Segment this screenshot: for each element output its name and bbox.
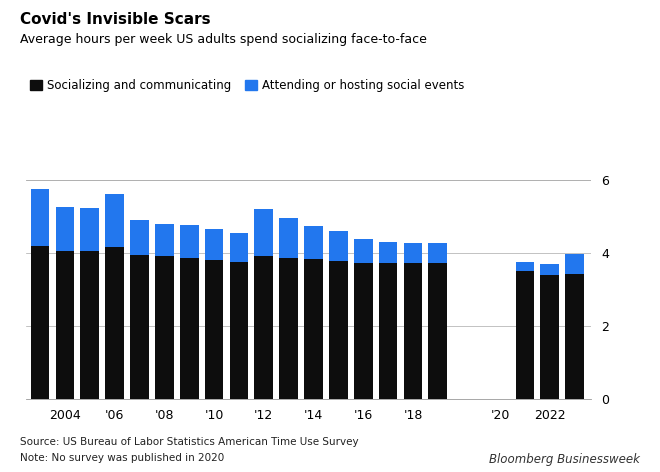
Legend: Socializing and communicating, Attending or hosting social events: Socializing and communicating, Attending…: [26, 75, 469, 97]
Text: Covid's Invisible Scars: Covid's Invisible Scars: [20, 12, 211, 27]
Bar: [404, 243, 422, 263]
Bar: [515, 271, 534, 399]
Bar: [205, 229, 223, 260]
Bar: [565, 254, 584, 274]
Bar: [31, 189, 50, 245]
Bar: [541, 276, 559, 399]
Bar: [428, 263, 447, 399]
Bar: [304, 260, 323, 399]
Bar: [279, 218, 298, 258]
Bar: [230, 233, 248, 262]
Bar: [81, 208, 99, 251]
Bar: [130, 254, 149, 399]
Bar: [55, 251, 75, 399]
Bar: [106, 247, 124, 399]
Bar: [130, 220, 149, 254]
Bar: [81, 251, 99, 399]
Bar: [329, 261, 348, 399]
Bar: [541, 264, 559, 276]
Bar: [515, 262, 534, 271]
Bar: [379, 263, 397, 399]
Bar: [354, 239, 372, 263]
Bar: [304, 226, 323, 260]
Bar: [255, 256, 273, 399]
Text: Note: No survey was published in 2020: Note: No survey was published in 2020: [20, 453, 224, 463]
Bar: [329, 231, 348, 261]
Bar: [106, 194, 124, 247]
Bar: [180, 258, 199, 399]
Bar: [155, 256, 174, 399]
Bar: [354, 263, 372, 399]
Text: Average hours per week US adults spend socializing face-to-face: Average hours per week US adults spend s…: [20, 33, 426, 46]
Bar: [180, 225, 199, 258]
Bar: [404, 263, 422, 399]
Bar: [55, 207, 75, 251]
Text: Bloomberg Businessweek: Bloomberg Businessweek: [489, 453, 640, 466]
Bar: [565, 274, 584, 399]
Bar: [379, 242, 397, 263]
Bar: [279, 258, 298, 399]
Bar: [205, 260, 223, 399]
Bar: [428, 243, 447, 263]
Bar: [255, 209, 273, 256]
Bar: [230, 262, 248, 399]
Bar: [31, 245, 50, 399]
Text: Source: US Bureau of Labor Statistics American Time Use Survey: Source: US Bureau of Labor Statistics Am…: [20, 437, 358, 447]
Bar: [155, 224, 174, 256]
